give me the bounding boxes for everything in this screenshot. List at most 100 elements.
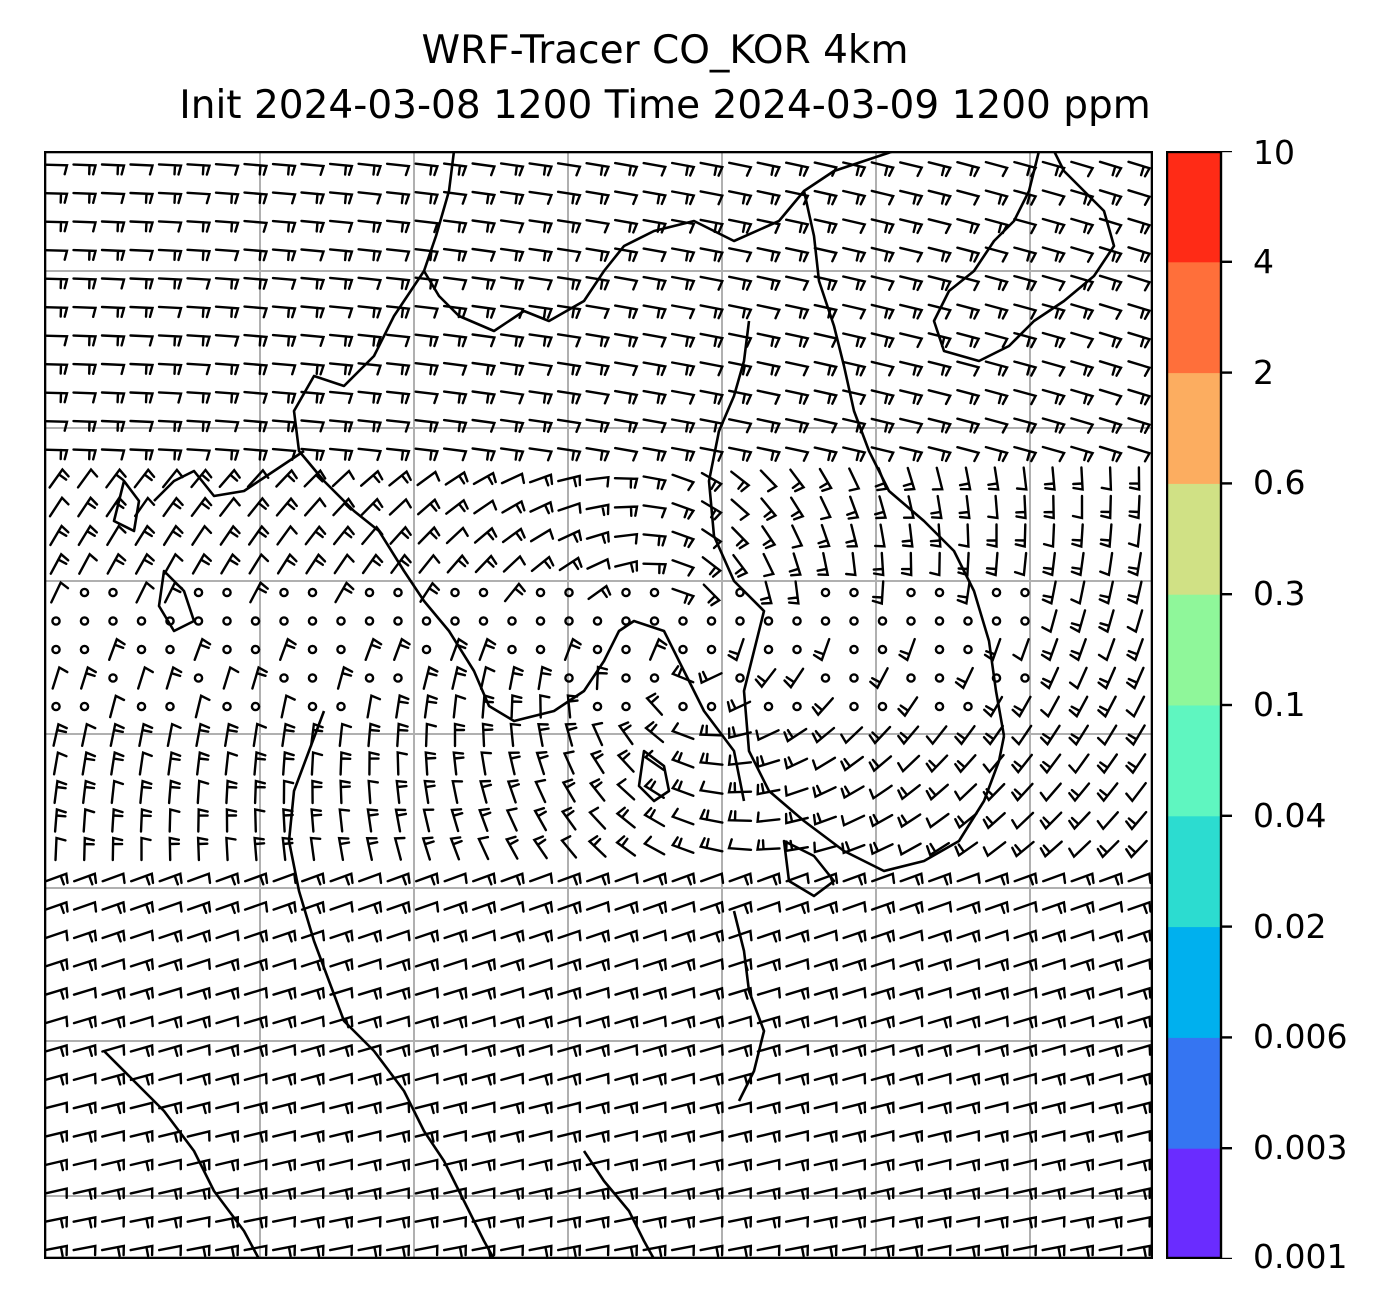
- wind-barb: [642, 1015, 667, 1028]
- wind-barb: [956, 580, 971, 606]
- wind-barb: [276, 552, 298, 575]
- wind-barb: [158, 1158, 182, 1171]
- wind-barb: [100, 334, 126, 347]
- wind-barb: [984, 1129, 1009, 1143]
- wind-barb: [1070, 274, 1095, 292]
- wind-barb: [100, 391, 126, 404]
- wind-barb: [617, 721, 634, 746]
- wind-barb: [671, 1158, 695, 1171]
- wind-barb: [756, 161, 782, 177]
- wind-barb: [811, 726, 836, 744]
- wind-barb: [471, 304, 497, 319]
- wind-barb: [984, 189, 1009, 206]
- wind-barb: [471, 333, 497, 348]
- wind-barb: [1127, 217, 1152, 235]
- wind-barb: [105, 467, 127, 489]
- wind-barb: [784, 785, 809, 798]
- wind-barb: [840, 726, 864, 745]
- wind-barb: [528, 1043, 553, 1056]
- wind-barb: [44, 1072, 69, 1086]
- wind-barb: [1096, 724, 1118, 747]
- wind-barb: [1125, 782, 1147, 803]
- wind-barb: [811, 697, 834, 717]
- wind-barb: [414, 900, 440, 913]
- wind-barb: [272, 957, 297, 970]
- wind-barb: [528, 1244, 553, 1258]
- wind-barb: [329, 1101, 354, 1115]
- wind-barb: [588, 806, 607, 830]
- wind-barb: [699, 1101, 724, 1115]
- wind-barb: [388, 469, 412, 487]
- wind-barb: [785, 332, 810, 348]
- wind-barb: [101, 900, 126, 915]
- wind-barb: [417, 497, 441, 516]
- wind-barb: [445, 526, 469, 545]
- wind-barb: [186, 1244, 211, 1258]
- wind-barb: [956, 417, 981, 434]
- wind-barb: [1011, 782, 1034, 803]
- wind-barb: [784, 839, 809, 853]
- wind-barb: [956, 1015, 981, 1029]
- wind-barb: [927, 1101, 952, 1115]
- wind-barb: [585, 475, 610, 488]
- calm-circle: [51, 644, 61, 655]
- wind-barb: [728, 304, 753, 320]
- wind-barb: [1041, 900, 1067, 915]
- wind-barb: [757, 872, 782, 886]
- wind-barb: [983, 637, 1002, 662]
- wind-barb: [186, 1215, 211, 1228]
- wind-barb: [44, 448, 69, 461]
- wind-barb: [841, 841, 866, 855]
- wind-barb: [300, 305, 326, 319]
- wind-barb: [100, 419, 126, 433]
- wind-barb: [1127, 523, 1142, 549]
- wind-barb: [1096, 782, 1119, 803]
- wind-barb: [642, 218, 667, 234]
- wind-barb: [1070, 445, 1095, 463]
- wind-barb: [328, 419, 354, 433]
- wind-barb: [585, 162, 611, 177]
- wind-barb: [643, 807, 666, 828]
- wind-barb: [585, 957, 610, 972]
- wind-barb: [300, 1101, 325, 1114]
- wind-barb: [157, 191, 183, 205]
- wind-barb: [699, 418, 724, 434]
- wind-barb: [728, 1015, 753, 1028]
- wind-barb: [1013, 246, 1038, 263]
- wind-barb: [1039, 840, 1063, 859]
- wind-barb: [395, 693, 410, 719]
- wind-barb: [956, 1215, 981, 1228]
- wind-barb: [732, 554, 749, 578]
- wind-barb: [471, 162, 497, 177]
- wind-barb: [271, 447, 297, 461]
- wind-barb: [956, 189, 981, 206]
- wind-barb: [300, 162, 326, 176]
- wind-barb: [870, 1043, 895, 1056]
- wind-barb: [984, 445, 1009, 463]
- wind-barb: [395, 779, 408, 805]
- wind-barb: [44, 872, 69, 886]
- wind-barb: [1015, 494, 1027, 520]
- wind-barb: [756, 929, 782, 943]
- wind-barb: [927, 389, 952, 406]
- wind-barb: [728, 929, 753, 942]
- calm-circle: [393, 587, 403, 598]
- wind-barb: [500, 1015, 525, 1029]
- calm-circle: [991, 673, 1002, 683]
- wind-barb: [215, 1072, 240, 1086]
- wind-barb: [556, 390, 582, 405]
- wind-barb: [756, 839, 781, 851]
- wind-barb: [414, 1072, 439, 1085]
- wind-barb: [271, 162, 297, 176]
- calm-circle: [507, 644, 517, 655]
- wind-barb: [73, 872, 98, 886]
- wind-barb: [927, 929, 953, 943]
- wind-barb: [671, 304, 696, 320]
- wind-barb: [451, 779, 464, 804]
- wind-barb: [1098, 1129, 1123, 1143]
- wind-barb: [614, 872, 639, 885]
- wind-barb: [418, 553, 441, 574]
- wind-barb: [671, 418, 696, 434]
- wind-barb: [443, 1043, 468, 1056]
- wind-barb: [902, 466, 916, 491]
